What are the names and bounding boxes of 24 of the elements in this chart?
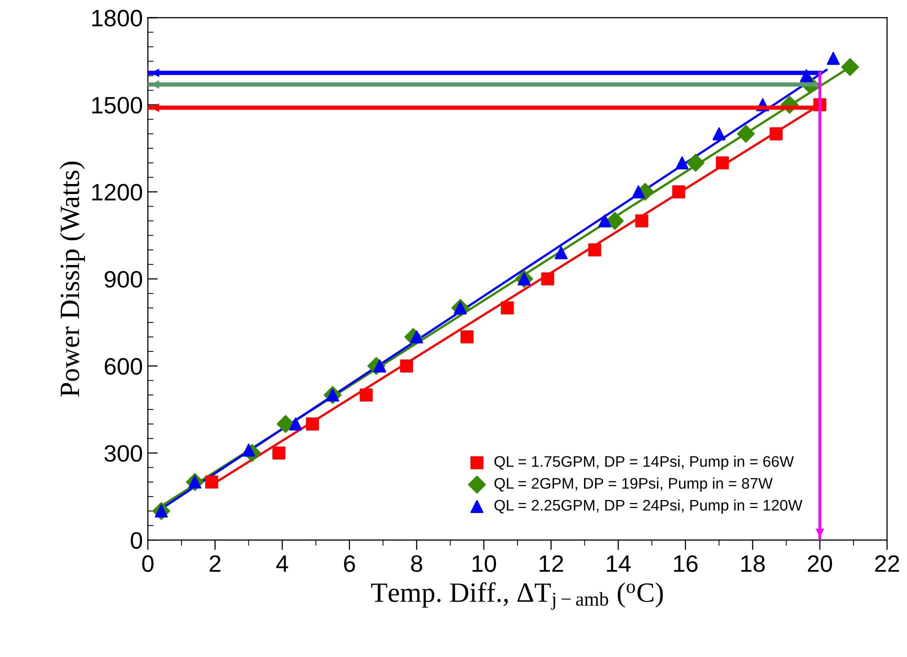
- y-tick-label: 1200: [92, 184, 142, 201]
- x-tick-label: 20: [808, 555, 832, 572]
- x-tick-label: 12: [540, 555, 563, 572]
- legend-label: QL = 1.75GPM, DP = 14Psi, Pump in = 66W: [494, 456, 794, 470]
- y-tick-label: 300: [104, 445, 142, 462]
- x-tick-label: 10: [472, 555, 496, 572]
- y-tick-label: 1800: [92, 10, 142, 27]
- x-tick-label: 4: [276, 556, 288, 572]
- y-tick-label: 1500: [92, 96, 142, 114]
- y-tick-label: 600: [104, 358, 142, 375]
- x-tick-label: 18: [741, 555, 765, 572]
- x-tick-label: 0: [142, 555, 154, 572]
- x-tick-label: 6: [344, 555, 355, 572]
- x-tick-label: 16: [674, 555, 698, 572]
- x-tick-label: 14: [606, 556, 631, 572]
- x-tick-label: 22: [875, 555, 899, 572]
- y-tick-label: 0: [130, 532, 142, 549]
- y-tick-label: 900: [104, 270, 142, 288]
- legend-label: QL = 2.25GPM, DP = 24Psi, Pump in = 120W: [494, 499, 802, 514]
- x-tick-label: 8: [411, 555, 422, 572]
- y-axis-title: Power Dissip (Watts): [60, 162, 85, 397]
- x-axis-title: Temp. Diff., ΔT$_{j−amb}$ ($^{o}$C): [371, 582, 663, 610]
- legend-label: QL = 2GPM, DP = 19Psi, Pump in = 87W: [494, 478, 773, 492]
- x-tick-label: 2: [210, 555, 220, 572]
